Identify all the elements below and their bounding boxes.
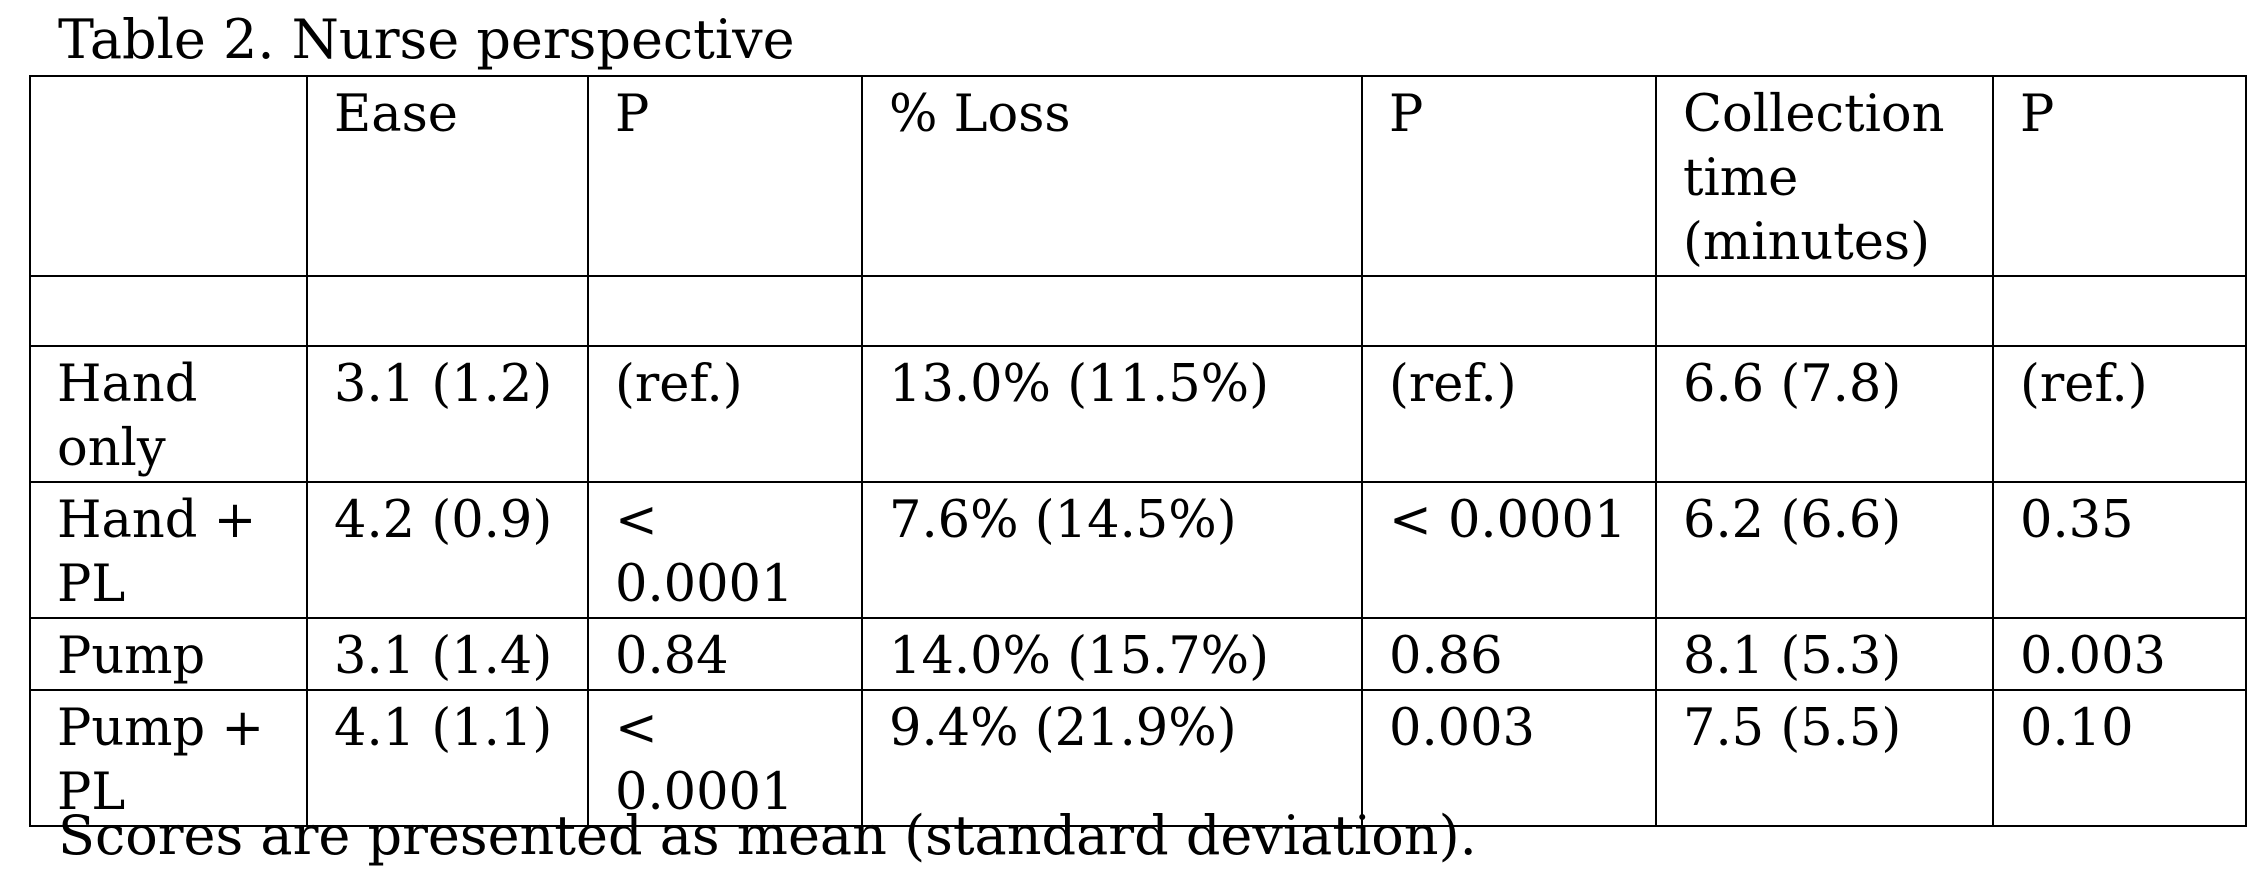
table-row: Hand + PL 4.2 (0.9) < 0.0001 7.6% (14.5%… [29, 481, 2247, 619]
header-row: Ease P % Loss P Collection time (minutes… [29, 75, 2247, 277]
table-cell: 0.003 [1361, 689, 1657, 827]
blank-cell [587, 275, 863, 347]
row-label: Pump [29, 617, 308, 691]
table-cell: 0.003 [1992, 617, 2247, 691]
blank-cell [306, 275, 589, 347]
blank-cell [29, 275, 308, 347]
table-cell: (ref.) [587, 345, 863, 483]
table-row: Pump + PL 4.1 (1.1) < 0.0001 9.4% (21.9%… [29, 689, 2247, 827]
table-cell: 0.84 [587, 617, 863, 691]
blank-cell [1361, 275, 1657, 347]
table-row: Hand only 3.1 (1.2) (ref.) 13.0% (11.5%)… [29, 345, 2247, 483]
table-cell: < 0.0001 [1361, 481, 1657, 619]
blank-cell [1655, 275, 1994, 347]
table-cell: 6.2 (6.6) [1655, 481, 1994, 619]
table-cell: 9.4% (21.9%) [861, 689, 1363, 827]
table-cell: 3.1 (1.2) [306, 345, 589, 483]
table-cell: 7.6% (14.5%) [861, 481, 1363, 619]
table-cell: 0.10 [1992, 689, 2247, 827]
header-cell-loss-p: P [1361, 75, 1657, 277]
header-cell-ease-p: P [587, 75, 863, 277]
table-cell: 0.86 [1361, 617, 1657, 691]
table-cell: < 0.0001 [587, 689, 863, 827]
table-cell: < 0.0001 [587, 481, 863, 619]
table-cell: 4.2 (0.9) [306, 481, 589, 619]
blank-cell [1992, 275, 2247, 347]
table-cell: 7.5 (5.5) [1655, 689, 1994, 827]
table-title: Table 2. Nurse perspective [58, 8, 795, 71]
table-cell: 13.0% (11.5%) [861, 345, 1363, 483]
table-cell: 6.6 (7.8) [1655, 345, 1994, 483]
blank-cell [861, 275, 1363, 347]
table-cell: (ref.) [1361, 345, 1657, 483]
table-cell: (ref.) [1992, 345, 2247, 483]
row-label: Hand only [29, 345, 308, 483]
row-label: Pump + PL [29, 689, 308, 827]
table-container: Ease P % Loss P Collection time (minutes… [29, 75, 2247, 827]
header-cell-collection-time: Collection time (minutes) [1655, 75, 1994, 277]
row-label: Hand + PL [29, 481, 308, 619]
table-cell: 8.1 (5.3) [1655, 617, 1994, 691]
header-cell-collection-p: P [1992, 75, 2247, 277]
header-cell-loss: % Loss [861, 75, 1363, 277]
table-cell: 4.1 (1.1) [306, 689, 589, 827]
header-cell-ease: Ease [306, 75, 589, 277]
blank-row [29, 275, 2247, 347]
table-cell: 3.1 (1.4) [306, 617, 589, 691]
table-footnote: Scores are presented as mean (standard d… [58, 804, 1477, 867]
nurse-perspective-table: Ease P % Loss P Collection time (minutes… [29, 75, 2247, 827]
table-cell: 0.35 [1992, 481, 2247, 619]
table-row: Pump 3.1 (1.4) 0.84 14.0% (15.7%) 0.86 8… [29, 617, 2247, 691]
header-cell-group [29, 75, 308, 277]
table-cell: 14.0% (15.7%) [861, 617, 1363, 691]
